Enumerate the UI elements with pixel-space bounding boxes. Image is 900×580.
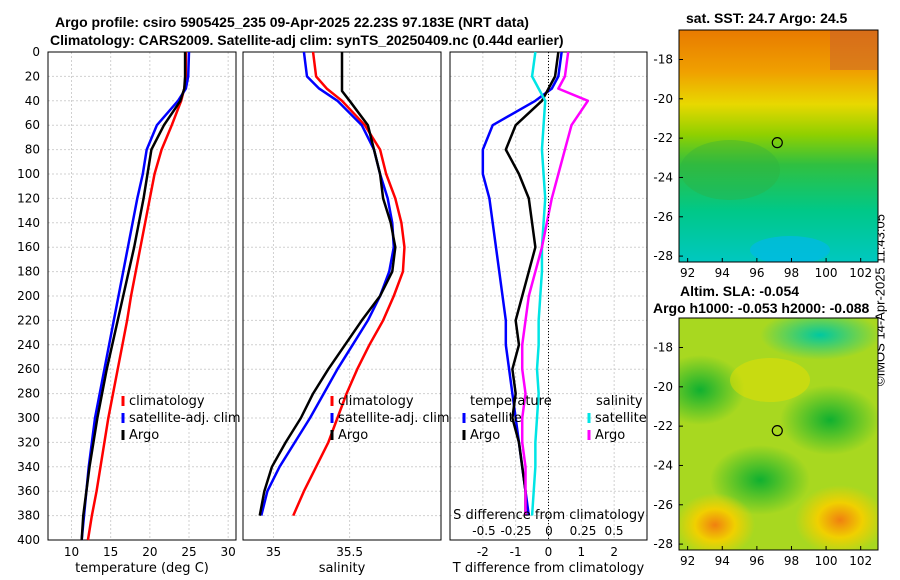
legend-label: Argo xyxy=(470,428,500,443)
series-line-climatology xyxy=(292,51,406,517)
map-x-tick-label: 94 xyxy=(715,266,730,280)
y-tick-label: 200 xyxy=(17,289,40,303)
series-line-salinity-satellite xyxy=(530,51,547,516)
legend-label: satellite-adj. clim xyxy=(338,411,450,426)
y-tick-label: 80 xyxy=(25,143,40,157)
map-y-tick-label: -18 xyxy=(653,340,673,354)
map-x-tick-label: 102 xyxy=(849,266,872,280)
sst-map-image xyxy=(679,30,878,262)
secondary-x-tick-label: 0.25 xyxy=(570,524,597,538)
y-tick-label: 300 xyxy=(17,411,40,425)
map-x-tick-label: 96 xyxy=(749,266,764,280)
series-line-satellite-adj--clim xyxy=(260,51,396,516)
secondary-x-tick-label: -0.25 xyxy=(500,524,531,538)
map-y-tick-label: -28 xyxy=(653,537,673,551)
map-x-tick-label: 98 xyxy=(784,554,799,568)
map-y-tick-label: -18 xyxy=(653,52,673,66)
sla-map-title: Altim. SLA: -0.054 xyxy=(680,283,800,299)
x-axis-label: T difference from climatology xyxy=(452,561,645,576)
legend-label: satellite xyxy=(470,411,522,426)
map-y-tick-label: -24 xyxy=(653,170,673,184)
legend-label: Argo xyxy=(338,428,368,443)
argo-location-marker xyxy=(771,137,783,149)
map-x-tick-label: 94 xyxy=(715,554,730,568)
secondary-x-tick-label: -0.5 xyxy=(472,524,495,538)
series-line-salinity-argo xyxy=(520,51,590,516)
y-tick-label: 60 xyxy=(25,118,40,132)
series-line-argo xyxy=(80,52,187,541)
sla-map-image xyxy=(679,318,878,550)
map-y-tick-label: -28 xyxy=(653,249,673,263)
sst-map-title: sat. SST: 24.7 Argo: 24.5 xyxy=(686,10,848,26)
map-y-tick-label: -20 xyxy=(653,92,673,106)
y-tick-label: 240 xyxy=(17,338,40,352)
x-tick-label: 0 xyxy=(545,545,553,559)
y-tick-label: 340 xyxy=(17,460,40,474)
map-y-tick-label: -20 xyxy=(653,380,673,394)
legend-label: Argo xyxy=(595,428,625,443)
x-tick-label: 20 xyxy=(142,545,157,559)
y-tick-label: 400 xyxy=(17,533,40,547)
series-line-argo xyxy=(258,52,397,516)
x-tick-label: 1 xyxy=(578,545,586,559)
map-x-tick-label: 92 xyxy=(680,554,695,568)
secondary-x-tick-label: 0 xyxy=(545,524,553,538)
x-tick-label: -2 xyxy=(477,545,489,559)
secondary-x-tick-label: 0.5 xyxy=(604,524,623,538)
y-tick-label: 140 xyxy=(17,216,40,230)
map-x-tick-label: 96 xyxy=(749,554,764,568)
y-tick-label: 220 xyxy=(17,313,40,327)
y-tick-label: 280 xyxy=(17,387,40,401)
map-y-tick-label: -24 xyxy=(653,458,673,472)
x-tick-label: 35.5 xyxy=(336,545,363,559)
y-tick-label: 0 xyxy=(32,45,40,59)
legend-label: satellite xyxy=(595,411,647,426)
y-tick-label: 360 xyxy=(17,484,40,498)
map-frame xyxy=(678,317,879,551)
legend-label: climatology xyxy=(129,394,205,409)
figure-title-line1: Argo profile: csiro 5905425_235 09-Apr-2… xyxy=(55,14,529,30)
map-frame xyxy=(678,29,879,263)
legend-label: Argo xyxy=(129,428,159,443)
x-tick-label: 15 xyxy=(103,545,118,559)
x-tick-label: 10 xyxy=(64,545,79,559)
x-axis-label: temperature (deg C) xyxy=(75,561,209,576)
y-tick-label: 320 xyxy=(17,435,40,449)
y-tick-label: 160 xyxy=(17,240,40,254)
y-tick-label: 380 xyxy=(17,509,40,523)
y-tick-label: 100 xyxy=(17,167,40,181)
x-tick-label: 35 xyxy=(266,545,281,559)
x-tick-label: -1 xyxy=(510,545,522,559)
y-tick-label: 20 xyxy=(25,69,40,83)
map-x-tick-label: 98 xyxy=(784,266,799,280)
map-y-tick-label: -22 xyxy=(653,419,673,433)
legend-heading-temperature: temperature xyxy=(470,394,552,409)
x-tick-label: 25 xyxy=(181,545,196,559)
series-line-temperature-argo xyxy=(504,51,560,516)
y-tick-label: 120 xyxy=(17,191,40,205)
secondary-axis-label: S difference from climatology xyxy=(453,508,645,523)
legend-heading-salinity: salinity xyxy=(596,394,643,409)
y-tick-label: 40 xyxy=(25,94,40,108)
argo-location-marker xyxy=(771,425,783,437)
y-tick-label: 180 xyxy=(17,265,40,279)
map-x-tick-label: 92 xyxy=(680,266,695,280)
series-line-climatology xyxy=(86,52,188,541)
map-y-tick-label: -26 xyxy=(653,498,673,512)
legend-label: climatology xyxy=(338,394,414,409)
x-tick-label: 2 xyxy=(610,545,618,559)
y-tick-label: 260 xyxy=(17,362,40,376)
map-y-tick-label: -26 xyxy=(653,210,673,224)
map-x-tick-label: 100 xyxy=(815,266,838,280)
figure-title-line2: Climatology: CARS2009. Satellite-adj cli… xyxy=(50,32,564,48)
map-x-tick-label: 102 xyxy=(849,554,872,568)
legend-label: satellite-adj. clim xyxy=(129,411,241,426)
plot-frame xyxy=(47,51,237,541)
x-axis-label: salinity xyxy=(319,561,366,576)
map-x-tick-label: 100 xyxy=(815,554,838,568)
x-tick-label: 30 xyxy=(221,545,236,559)
sla-map-subtitle: Argo h1000: -0.053 h2000: -0.088 xyxy=(653,300,870,316)
map-y-tick-label: -22 xyxy=(653,131,673,145)
